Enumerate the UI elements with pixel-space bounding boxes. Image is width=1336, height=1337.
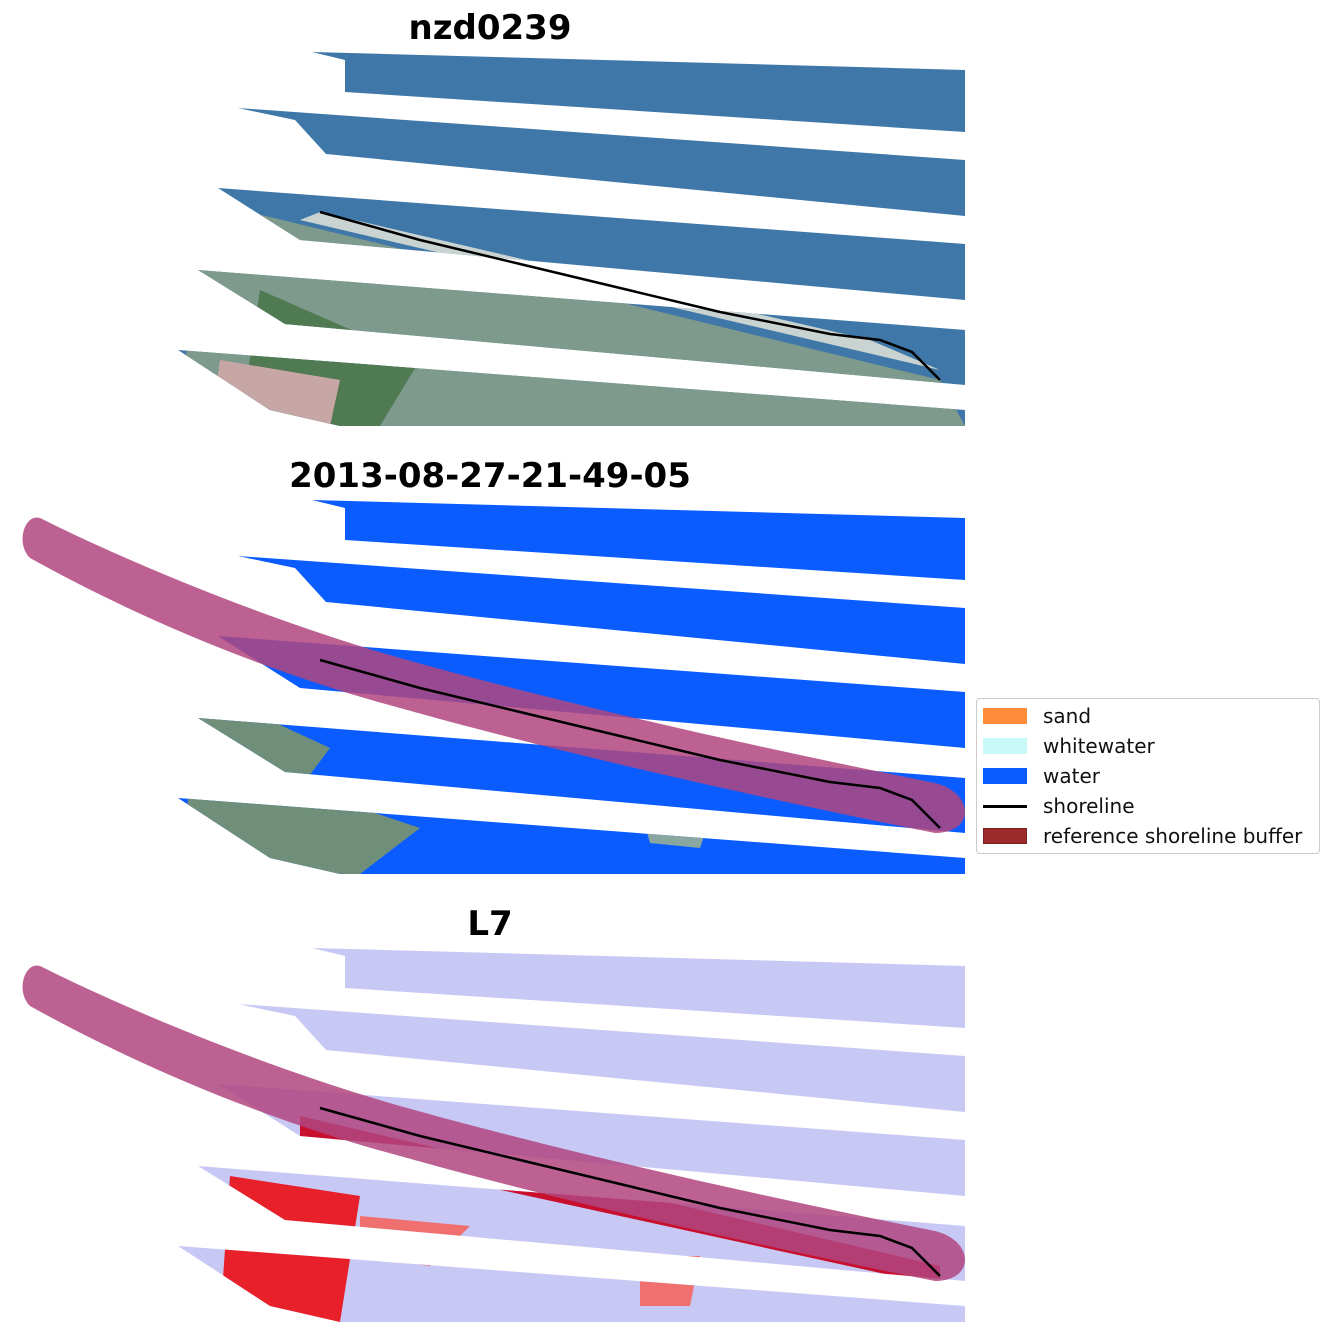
- whitewater-swatch: [983, 738, 1027, 754]
- panel-title-rgb: nzd0239: [408, 8, 572, 48]
- shoreline-rgb: [319, 210, 941, 381]
- reference-buffer-index: [22, 965, 965, 1281]
- shoreline-index: [319, 1106, 941, 1277]
- legend-item-sand: sand: [983, 702, 1091, 730]
- legend-item-water: water: [983, 762, 1100, 790]
- panel-title-index: L7: [467, 904, 513, 944]
- rgb-image-panel: [178, 52, 965, 426]
- shoreline-line-swatch: [983, 804, 1027, 808]
- legend-item-buffer: reference shoreline buffer: [983, 822, 1302, 850]
- reference-buffer-classified: [22, 517, 965, 833]
- sand-swatch: [983, 708, 1027, 724]
- buffer-swatch: [983, 828, 1027, 844]
- water-swatch: [983, 768, 1027, 784]
- panel-title-classified: 2013-08-27-21-49-05: [289, 456, 691, 496]
- legend: sand whitewater water shoreline referenc…: [976, 698, 1320, 854]
- legend-item-shoreline: shoreline: [983, 792, 1135, 820]
- index-image-panel: [22, 948, 965, 1322]
- classified-image-panel: [22, 500, 965, 874]
- legend-item-whitewater: whitewater: [983, 732, 1155, 760]
- shoreline-classified: [319, 658, 941, 829]
